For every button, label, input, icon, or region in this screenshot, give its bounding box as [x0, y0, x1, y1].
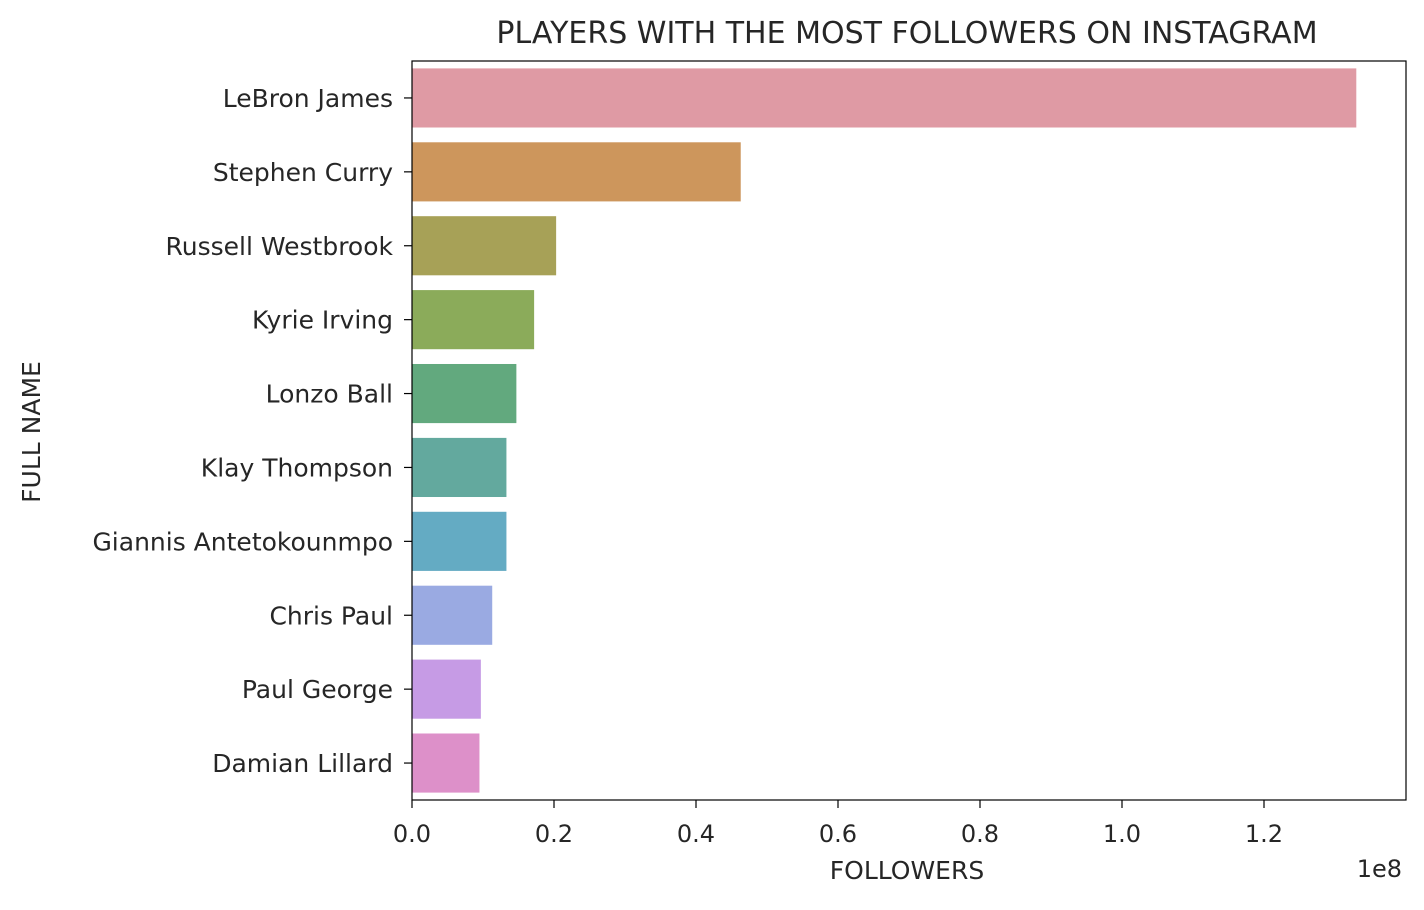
bar-paul-george	[412, 659, 481, 719]
bar-stephen-curry	[412, 142, 741, 202]
y-axis-ticks: LeBron James Stephen Curry Russell Westbro…	[92, 84, 412, 778]
y-tick-label: Kyrie Irving	[252, 306, 393, 335]
y-tick-label: LeBron James	[223, 84, 393, 113]
y-axis-label: FULL NAME	[17, 361, 46, 503]
bar-damian-lillard	[412, 733, 480, 793]
y-tick-label: Lonzo Ball	[266, 380, 393, 409]
bar-chris-paul	[412, 585, 493, 645]
x-tick-label: 1.2	[1245, 820, 1283, 848]
x-tick-label: 0.4	[677, 820, 715, 848]
x-tick-label: 0.8	[961, 820, 999, 848]
x-axis-scale-label: 1e8	[1357, 855, 1402, 883]
bar-klay-thompson	[412, 437, 507, 498]
x-axis-label: FOLLOWERS	[830, 856, 984, 885]
x-tick-label: 0.6	[819, 820, 857, 848]
x-tick-label: 0.2	[535, 820, 573, 848]
bars-group	[412, 68, 1357, 793]
bar-kyrie-irving	[412, 290, 535, 350]
y-tick-label: Paul George	[242, 675, 393, 704]
bar-giannis-antetokounmpo	[412, 511, 507, 571]
bar-lonzo-ball	[412, 363, 517, 424]
x-tick-label: 1.0	[1103, 820, 1141, 848]
y-tick-label: Giannis Antetokounmpo	[92, 527, 393, 556]
y-tick-label: Klay Thompson	[201, 453, 393, 482]
bar-lebron-james	[412, 68, 1357, 128]
chart-title: PLAYERS WITH THE MOST FOLLOWERS ON INSTA…	[496, 16, 1317, 51]
bar-russell-westbrook	[412, 216, 557, 276]
plot-frame	[411, 60, 1407, 801]
x-axis-ticks: 0.0 0.2 0.4 0.6 0.8 1.0 1.2	[393, 800, 1283, 848]
x-tick-label: 0.0	[393, 820, 431, 848]
y-tick-label: Stephen Curry	[213, 158, 393, 187]
y-tick-label: Chris Paul	[269, 601, 393, 630]
y-tick-label: Damian Lillard	[212, 749, 393, 778]
y-tick-label: Russell Westbrook	[166, 232, 394, 261]
